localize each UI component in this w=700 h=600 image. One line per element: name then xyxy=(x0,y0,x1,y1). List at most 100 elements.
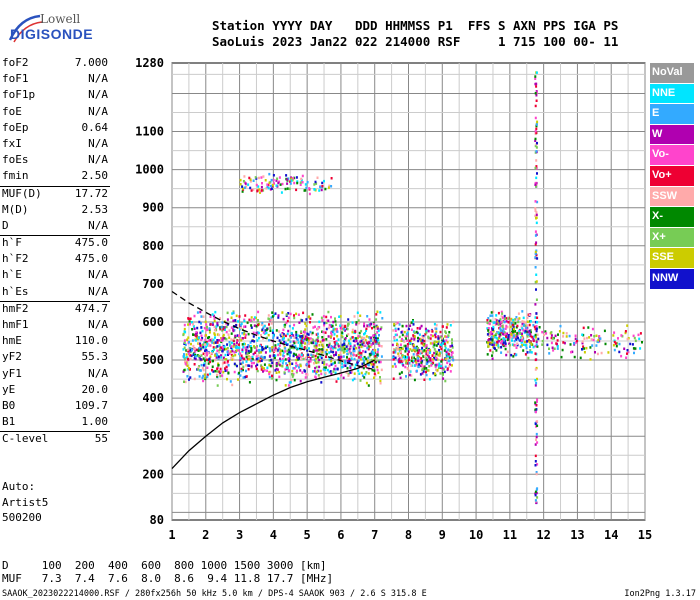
echo-point xyxy=(232,345,235,348)
echo-point xyxy=(327,326,330,330)
echo-point xyxy=(185,349,188,352)
param-label: h`Es xyxy=(2,284,29,298)
echo-point xyxy=(405,332,408,336)
echo-point xyxy=(499,327,502,330)
echo-point xyxy=(278,370,281,374)
echo-point xyxy=(529,332,532,336)
echo-point xyxy=(286,182,289,185)
echo-point xyxy=(334,364,337,368)
echo-point xyxy=(321,181,324,185)
echo-point xyxy=(231,312,234,315)
echo-trace-point xyxy=(534,402,537,406)
echo-point xyxy=(221,321,224,324)
echo-point xyxy=(205,348,208,352)
echo-point xyxy=(315,346,318,349)
echo-point xyxy=(363,336,366,340)
echo-point xyxy=(256,369,259,373)
echo-point xyxy=(421,335,424,338)
echo-point xyxy=(189,368,191,371)
y-tick-label: 1280 xyxy=(135,56,164,70)
echo-point xyxy=(502,344,505,348)
echo-point xyxy=(270,187,273,190)
echo-point xyxy=(231,354,234,358)
echo-point xyxy=(424,356,427,360)
echo-point xyxy=(295,312,298,316)
echo-point xyxy=(200,326,203,329)
echo-point xyxy=(367,345,370,348)
station-header: Station YYYY DAY DDD HHMMSS P1 FFS S AXN… xyxy=(212,18,618,50)
echo-point xyxy=(257,354,260,357)
echo-point xyxy=(257,185,260,188)
echo-point xyxy=(284,341,287,345)
echo-point xyxy=(341,325,344,328)
echo-point xyxy=(344,361,347,364)
echo-point xyxy=(251,355,254,359)
echo-point xyxy=(530,330,532,334)
param-value: 474.7 xyxy=(74,301,108,315)
echo-point xyxy=(427,355,430,358)
echo-point xyxy=(256,345,258,348)
echo-point xyxy=(260,176,263,179)
param-label: yE xyxy=(2,382,16,396)
echo-point xyxy=(256,339,259,342)
echo-point xyxy=(439,343,442,346)
echo-point xyxy=(447,348,450,351)
echo-trace-point xyxy=(535,167,538,170)
echo-point xyxy=(491,328,494,331)
echo-point xyxy=(505,320,508,323)
echo-point xyxy=(434,335,437,339)
echo-point xyxy=(317,327,319,330)
echo-point xyxy=(185,356,188,359)
echo-point xyxy=(596,352,599,356)
echo-point xyxy=(314,375,317,378)
echo-point xyxy=(436,369,439,372)
echo-point xyxy=(299,369,302,372)
echo-point xyxy=(367,356,370,359)
echo-point xyxy=(333,354,335,357)
echo-point xyxy=(202,379,205,383)
echo-point xyxy=(251,357,254,361)
echo-point xyxy=(505,353,508,357)
echo-point xyxy=(344,364,347,367)
echo-point xyxy=(624,330,627,333)
echo-point xyxy=(641,341,643,344)
echo-point xyxy=(413,338,416,341)
echo-point xyxy=(304,376,307,379)
echo-point xyxy=(182,348,185,351)
echo-point xyxy=(184,362,187,365)
echo-point xyxy=(494,318,497,321)
echo-point xyxy=(626,337,629,341)
echo-point xyxy=(216,367,219,370)
param-label: B1 xyxy=(2,415,16,429)
echo-point xyxy=(396,342,399,346)
echo-point xyxy=(521,335,524,338)
echo-point xyxy=(330,363,333,366)
echo-point xyxy=(295,330,298,334)
echo-point xyxy=(313,183,316,186)
echo-point xyxy=(375,318,378,321)
echo-point xyxy=(526,324,529,327)
echo-point xyxy=(290,177,293,180)
echo-point xyxy=(221,374,224,377)
echo-point xyxy=(247,183,250,186)
echo-point xyxy=(500,346,503,349)
echo-point xyxy=(548,352,551,355)
echo-trace-point xyxy=(534,327,537,331)
echo-point xyxy=(550,336,553,340)
echo-trace-point xyxy=(535,221,538,225)
echo-point xyxy=(541,339,544,343)
echo-point xyxy=(498,336,500,340)
echo-point xyxy=(417,351,419,355)
echo-point xyxy=(250,326,253,329)
echo-point xyxy=(367,367,370,371)
echo-point xyxy=(291,327,294,330)
echo-point xyxy=(220,325,223,329)
echo-point xyxy=(541,330,544,334)
echo-point xyxy=(307,360,310,364)
echo-point xyxy=(593,335,596,338)
echo-point xyxy=(370,363,373,366)
echo-point xyxy=(419,359,422,362)
echo-point xyxy=(332,320,335,324)
echo-point xyxy=(554,334,557,338)
echo-point xyxy=(447,352,450,356)
